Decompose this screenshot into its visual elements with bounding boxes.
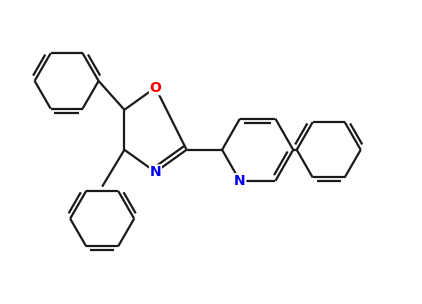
Text: N: N [150, 165, 161, 179]
Text: O: O [149, 81, 161, 95]
Text: N: N [234, 174, 246, 188]
